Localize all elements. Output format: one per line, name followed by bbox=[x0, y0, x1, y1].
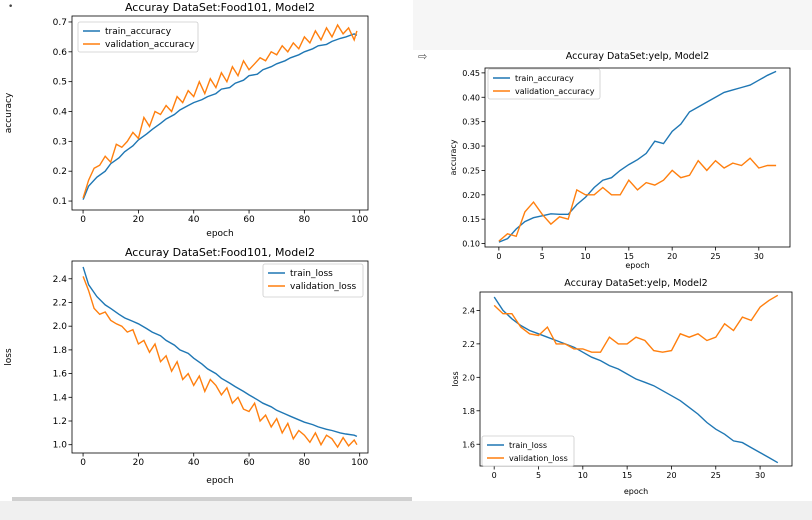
y-tick-label: 0.1 bbox=[53, 197, 67, 207]
y-tick-label: 0.45 bbox=[462, 69, 480, 78]
y-tick-label: 1.6 bbox=[53, 370, 68, 380]
y-tick-label: 0.30 bbox=[462, 142, 480, 151]
y-tick-label: 1.8 bbox=[462, 407, 475, 416]
legend-label: train_loss bbox=[509, 441, 547, 450]
y-tick-label: 2.4 bbox=[53, 275, 68, 285]
x-tick-label: 60 bbox=[243, 215, 255, 225]
x-tick-label: 80 bbox=[299, 458, 311, 468]
horizontal-scrollbar[interactable] bbox=[12, 497, 412, 501]
x-tick-label: 30 bbox=[755, 471, 765, 480]
y-tick-label: 2.2 bbox=[462, 340, 475, 349]
chart-title: Accuray DataSet:Food101, Model2 bbox=[125, 1, 315, 14]
legend-label: validation_loss bbox=[290, 282, 357, 292]
series-line-train_accuracy bbox=[498, 70, 777, 243]
chart-food101-accuracy: Accuray DataSet:Food101, Model2 0 20 40 60 80… bbox=[4, 0, 375, 243]
y-tick-label: 1.0 bbox=[53, 441, 68, 451]
y-tick-label: 2.0 bbox=[53, 322, 68, 332]
y-tick-label: 1.2 bbox=[53, 417, 67, 427]
x-tick-label: 5 bbox=[540, 252, 545, 261]
y-tick-label: 0.6 bbox=[53, 48, 68, 58]
legend-box bbox=[481, 435, 575, 467]
series-line-train_loss bbox=[493, 296, 779, 464]
series-line-validation_accuracy bbox=[82, 23, 358, 199]
chart-svg: Accuray DataSet:yelp, Model2 0 5 10 15 20 25 30… bbox=[451, 278, 793, 496]
x-tick-label: 25 bbox=[711, 471, 721, 480]
x-tick-label: 0 bbox=[80, 215, 86, 225]
y-tick-label: 0.3 bbox=[53, 137, 67, 147]
right-output-header-area bbox=[413, 0, 812, 50]
chart-title: Accuray DataSet:yelp, Model2 bbox=[566, 51, 709, 62]
series-line-validation_accuracy bbox=[498, 157, 777, 242]
x-tick-label: 20 bbox=[133, 458, 145, 468]
x-tick-label: 100 bbox=[351, 458, 368, 468]
y-tick-label: 0.25 bbox=[462, 166, 480, 175]
y-tick-label: 1.8 bbox=[53, 346, 68, 356]
chart-food101-loss: Accuray DataSet:Food101, Model2 0 20 40 60 80… bbox=[4, 245, 375, 489]
footer-strip bbox=[0, 501, 812, 520]
y-tick-label: 0.35 bbox=[462, 118, 480, 127]
chart-yelp-accuracy: Accuray DataSet:yelp, Model2 0 5 10 15 20 25 30… bbox=[443, 50, 795, 271]
chart-title: Accuray DataSet:Food101, Model2 bbox=[125, 246, 315, 259]
legend-label: validation_accuracy bbox=[515, 87, 595, 96]
y-tick-label: 2.4 bbox=[462, 306, 475, 315]
x-tick-label: 40 bbox=[188, 215, 200, 225]
chart-svg: Accuray DataSet:Food101, Model2 0 20 40 60 80… bbox=[4, 1, 369, 239]
series-line-validation_loss bbox=[82, 276, 358, 449]
legend-box bbox=[262, 263, 364, 298]
y-tick-label: 0.7 bbox=[53, 18, 67, 28]
x-tick-label: 25 bbox=[710, 252, 720, 261]
x-tick-label: 60 bbox=[243, 458, 255, 468]
x-axis-label: epoch bbox=[624, 487, 648, 496]
x-tick-label: 20 bbox=[667, 252, 677, 261]
y-axis-label: accuracy bbox=[4, 92, 14, 133]
x-tick-label: 20 bbox=[133, 215, 145, 225]
chart-svg: Accuray DataSet:yelp, Model2 0 5 10 15 20 25 30… bbox=[449, 51, 791, 270]
series-line-validation_loss bbox=[493, 294, 779, 353]
output-arrow-icon[interactable]: ⇨ bbox=[418, 50, 428, 63]
x-axis-label: epoch bbox=[206, 229, 233, 239]
chart-title: Accuray DataSet:yelp, Model2 bbox=[564, 278, 707, 289]
x-tick-label: 10 bbox=[580, 252, 590, 261]
x-tick-label: 15 bbox=[622, 471, 632, 480]
y-tick-label: 0.15 bbox=[462, 215, 480, 224]
legend-box bbox=[487, 68, 601, 100]
x-tick-label: 5 bbox=[536, 471, 541, 480]
y-tick-label: 2.2 bbox=[53, 298, 67, 308]
legend-label: train_accuracy bbox=[515, 74, 574, 83]
series-line-train_loss bbox=[82, 266, 358, 438]
x-axis-label: epoch bbox=[625, 261, 649, 270]
y-tick-label: 0.40 bbox=[462, 93, 480, 102]
chart-svg: Accuray DataSet:Food101, Model2 0 20 40 60 80… bbox=[4, 246, 369, 486]
y-tick-label: 1.4 bbox=[53, 393, 68, 403]
cell-marker: • bbox=[8, 2, 14, 12]
legend-label: train_accuracy bbox=[105, 27, 172, 37]
x-tick-label: 80 bbox=[299, 215, 311, 225]
legend-label: train_loss bbox=[290, 269, 333, 279]
x-tick-label: 0 bbox=[80, 458, 86, 468]
y-axis-label: loss bbox=[4, 348, 14, 366]
x-tick-label: 10 bbox=[578, 471, 588, 480]
x-tick-label: 0 bbox=[492, 471, 497, 480]
x-tick-label: 100 bbox=[351, 215, 368, 225]
x-tick-label: 40 bbox=[188, 458, 200, 468]
x-axis-label: epoch bbox=[206, 476, 233, 486]
legend-box bbox=[77, 21, 199, 53]
y-axis-label: loss bbox=[451, 371, 460, 386]
series-line-train_accuracy bbox=[82, 33, 358, 200]
y-tick-label: 0.20 bbox=[462, 191, 480, 200]
y-tick-label: 0.2 bbox=[53, 167, 67, 177]
y-tick-label: 1.6 bbox=[462, 440, 475, 449]
x-tick-label: 30 bbox=[754, 252, 764, 261]
y-axis-label: accuracy bbox=[449, 139, 458, 175]
x-tick-label: 0 bbox=[496, 252, 501, 261]
legend-label: validation_loss bbox=[509, 454, 568, 463]
legend-label: validation_accuracy bbox=[105, 40, 195, 50]
x-tick-label: 15 bbox=[624, 252, 634, 261]
y-tick-label: 2.0 bbox=[462, 373, 475, 382]
chart-yelp-loss: Accuray DataSet:yelp, Model2 0 5 10 15 20 25 30… bbox=[443, 276, 795, 499]
y-tick-label: 0.5 bbox=[53, 78, 67, 88]
x-tick-label: 20 bbox=[666, 471, 676, 480]
y-tick-label: 0.4 bbox=[53, 108, 68, 118]
y-tick-label: 0.10 bbox=[462, 240, 480, 249]
